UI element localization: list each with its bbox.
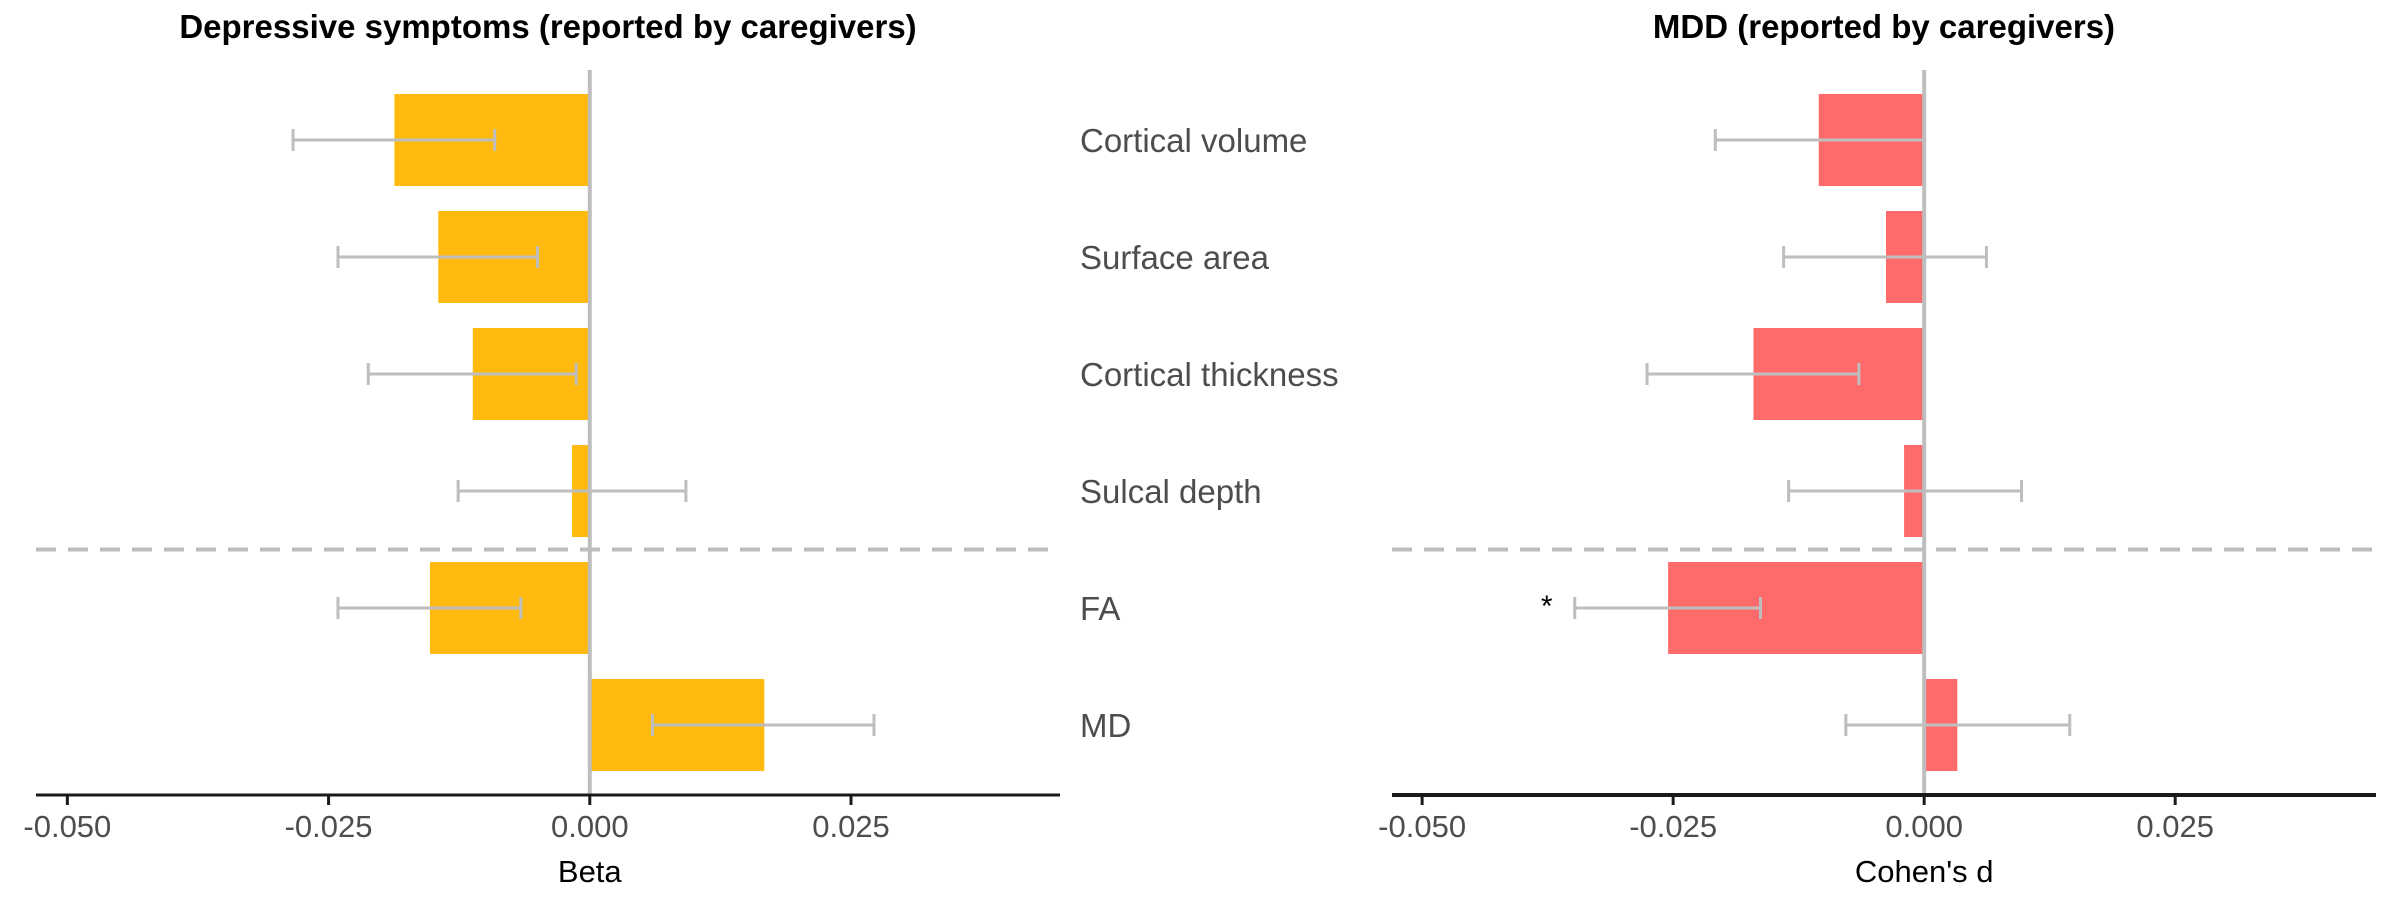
category-label-cortical-volume: Cortical volume (1080, 122, 1307, 159)
x-tick-label: -0.050 (1378, 809, 1466, 844)
panel-depressive-symptoms: Depressive symptoms (reported by caregiv… (23, 8, 1060, 889)
x-tick-label: -0.025 (285, 809, 373, 844)
x-axis-label: Beta (558, 854, 623, 889)
x-tick-label: 0.025 (2136, 809, 2214, 844)
error-bar-md (1846, 714, 2070, 736)
category-label-surface-area: Surface area (1080, 239, 1270, 276)
x-tick-label: -0.025 (1629, 809, 1717, 844)
category-label-cortical-thickness: Cortical thickness (1080, 356, 1339, 393)
significance-marker: * (1541, 590, 1553, 623)
x-tick-label: 0.025 (812, 809, 890, 844)
category-label-sulcal-depth: Sulcal depth (1080, 473, 1262, 510)
category-label-md: MD (1080, 707, 1131, 744)
x-tick-label: 0.000 (551, 809, 629, 844)
error-bar-surface-area (1784, 246, 1987, 268)
x-tick-label: 0.000 (1885, 809, 1963, 844)
panel-mdd: MDD (reported by caregivers) * -0.050 -0.02… (1378, 8, 2376, 889)
x-tick-label: -0.050 (23, 809, 111, 844)
category-label-fa: FA (1080, 590, 1120, 627)
category-labels: Cortical volume Surface area Cortical thic… (1080, 122, 1339, 744)
panel-title: MDD (reported by caregivers) (1653, 8, 2115, 45)
x-axis-label: Cohen's d (1855, 854, 1994, 889)
panel-title: Depressive symptoms (reported by caregiv… (179, 8, 916, 45)
